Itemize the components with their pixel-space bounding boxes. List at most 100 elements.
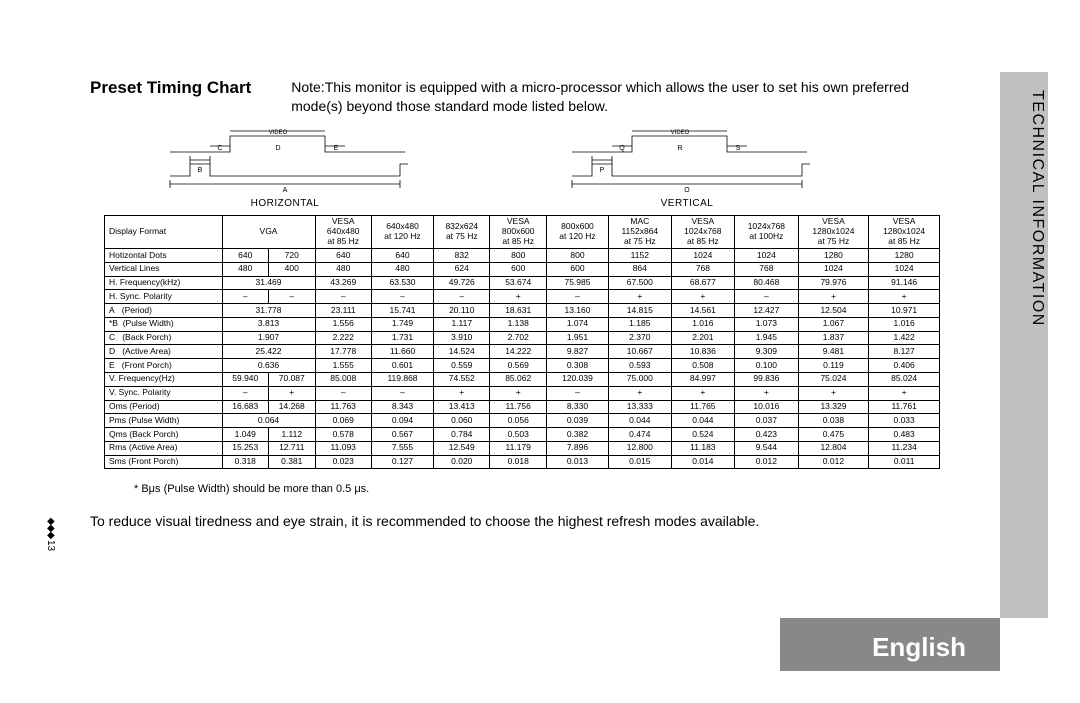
cell: 0.012 <box>798 455 869 469</box>
cell: + <box>798 386 869 400</box>
cell: 14.815 <box>609 304 672 318</box>
cell: + <box>490 386 546 400</box>
cell: + <box>869 386 940 400</box>
cell: 0.069 <box>315 414 371 428</box>
cell: 13.413 <box>434 400 490 414</box>
col-header: MAC1152x864at 75 Hz <box>609 215 672 248</box>
cell: – <box>371 386 433 400</box>
cell: 0.636 <box>222 359 315 373</box>
footnote-pulse-width: * Bμs (Pulse Width) should be more than … <box>134 483 960 495</box>
cell: 600 <box>546 262 608 276</box>
row-label: E (Front Porch) <box>105 359 223 373</box>
row-label: V. Frequency(Hz) <box>105 372 223 386</box>
svg-text:B: B <box>198 167 203 174</box>
cell: 1024 <box>735 249 799 263</box>
table-row: E (Front Porch)0.6361.5550.6010.5590.569… <box>105 359 940 373</box>
cell: 1.016 <box>671 317 735 331</box>
cell: 11.234 <box>869 441 940 455</box>
cell: 0.578 <box>315 428 371 442</box>
cell: 0.784 <box>434 428 490 442</box>
cell: 11.765 <box>671 400 735 414</box>
cell: 0.060 <box>434 414 490 428</box>
cell: 0.127 <box>371 455 433 469</box>
svg-text:R: R <box>677 145 682 152</box>
cell: 3.910 <box>434 331 490 345</box>
cell: 13.160 <box>546 304 608 318</box>
video-label: VIDEO <box>269 130 288 136</box>
cell: 0.559 <box>434 359 490 373</box>
row-label: Qms (Back Porch) <box>105 428 223 442</box>
cell: 11.763 <box>315 400 371 414</box>
col-header: 800x600at 120 Hz <box>546 215 608 248</box>
cell: 75.985 <box>546 276 608 290</box>
language-label: English <box>872 632 966 663</box>
cell: 13.333 <box>609 400 672 414</box>
cell: 0.475 <box>798 428 869 442</box>
cell: 18.631 <box>490 304 546 318</box>
table-row: Vertical Lines48040048048062460060086476… <box>105 262 940 276</box>
cell: 480 <box>371 262 433 276</box>
cell: 11.179 <box>490 441 546 455</box>
cell: 1.112 <box>269 428 316 442</box>
table-row: Sms (Front Porch)0.3180.3810.0230.1270.0… <box>105 455 940 469</box>
cell: 12.549 <box>434 441 490 455</box>
cell: + <box>490 290 546 304</box>
cell: 15.253 <box>222 441 269 455</box>
cell: 0.100 <box>735 359 799 373</box>
cell: 14.561 <box>671 304 735 318</box>
cell: 16.683 <box>222 400 269 414</box>
svg-text:A: A <box>283 187 288 194</box>
svg-text:E: E <box>334 145 339 152</box>
timing-diagram-svg: VIDEO C D E B A <box>150 124 420 196</box>
table-row: Rms (Active Area)15.25312.71111.0937.555… <box>105 441 940 455</box>
cell: 0.044 <box>609 414 672 428</box>
header-note: Note:This monitor is equipped with a mic… <box>291 78 960 116</box>
cell: + <box>671 290 735 304</box>
table-row: Qms (Back Porch)1.0491.1120.5780.5670.78… <box>105 428 940 442</box>
cell: 75.024 <box>798 372 869 386</box>
cell: 0.023 <box>315 455 371 469</box>
cell: – <box>222 386 269 400</box>
cell: + <box>671 386 735 400</box>
svg-text:Q: Q <box>619 145 625 152</box>
table-row: Oms (Period)16.68314.26811.7638.34313.41… <box>105 400 940 414</box>
cell: 1.074 <box>546 317 608 331</box>
table-row: D (Active Area)25.42217.77811.66014.5241… <box>105 345 940 359</box>
cell: 0.056 <box>490 414 546 428</box>
cell: 1.837 <box>798 331 869 345</box>
cell: 63.530 <box>371 276 433 290</box>
row-label: Rms (Active Area) <box>105 441 223 455</box>
cell: 1024 <box>671 249 735 263</box>
cell: 67.500 <box>609 276 672 290</box>
svg-text:S: S <box>736 145 741 152</box>
cell: 12.800 <box>609 441 672 455</box>
cell: 3.813 <box>222 317 315 331</box>
cell: 1.073 <box>735 317 799 331</box>
cell: 0.308 <box>546 359 608 373</box>
cell: 0.593 <box>609 359 672 373</box>
cell: 400 <box>269 262 316 276</box>
cell: 0.406 <box>869 359 940 373</box>
cell: 9.544 <box>735 441 799 455</box>
cell: 31.469 <box>222 276 315 290</box>
cell: 624 <box>434 262 490 276</box>
cell: 1.731 <box>371 331 433 345</box>
cell: 53.674 <box>490 276 546 290</box>
cell: 75.000 <box>609 372 672 386</box>
table-head: Display FormatVGAVESA640x480at 85 Hz640x… <box>105 215 940 248</box>
cell: 1.555 <box>315 359 371 373</box>
cell: 1.951 <box>546 331 608 345</box>
table-row: V. Frequency(Hz)59.94070.08785.008119.86… <box>105 372 940 386</box>
cell: 12.504 <box>798 304 869 318</box>
cell: 0.318 <box>222 455 269 469</box>
cell: 1024 <box>869 262 940 276</box>
cell: 79.976 <box>798 276 869 290</box>
cell: 0.569 <box>490 359 546 373</box>
cell: 0.483 <box>869 428 940 442</box>
cell: 480 <box>315 262 371 276</box>
cell: 1.422 <box>869 331 940 345</box>
cell: + <box>798 290 869 304</box>
video-label: VIDEO <box>671 130 690 136</box>
row-label: D (Active Area) <box>105 345 223 359</box>
cell: 1280 <box>798 249 869 263</box>
